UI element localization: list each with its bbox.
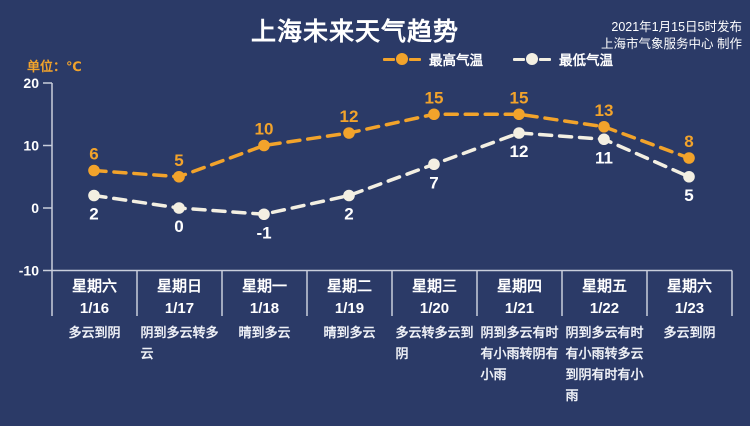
high-temp-marker-icon (383, 52, 421, 66)
high-temp-value-label: 6 (89, 145, 98, 164)
low-temp-point (88, 189, 100, 202)
y-tick-label: 10 (23, 138, 39, 154)
high-temp-point (343, 127, 355, 139)
high-temp-point (258, 139, 270, 152)
high-temp-value-label: 5 (174, 151, 183, 170)
y-tick-label: 20 (23, 75, 39, 91)
day-weather-text: 多云到阴 (663, 325, 716, 340)
publish-author: 上海市气象服务中心 制作 (601, 37, 742, 51)
high-temp-value-label: 13 (595, 101, 614, 120)
day-column-2: 星期日 1/17 阴到多云转多云 (137, 277, 222, 406)
high-temp-value-label: 12 (340, 107, 359, 126)
day-date-label: 1/17 (164, 300, 195, 317)
high-temp-point (428, 108, 440, 121)
y-tick-label: -10 (19, 263, 39, 279)
y-axis-unit-label: 单位：℃ (27, 59, 82, 74)
high-temp-line (92, 112, 691, 179)
high-temp-point (173, 170, 185, 183)
day-column-6: 星期四 1/21 阴到多云有时有小雨转阴有小雨 (477, 277, 562, 406)
y-tick-label: 0 (31, 200, 39, 216)
day-weekday-label: 星期一 (241, 278, 287, 295)
low-temp-point (258, 208, 270, 221)
chart-legend: 最高气温 最低气温 (383, 49, 613, 69)
day-weather-text: 晴到多云 (323, 325, 376, 340)
high-temp-point (683, 152, 695, 164)
day-column-4: 星期二 1/19 晴到多云 (307, 277, 392, 406)
day-column-3: 星期一 1/18 晴到多云 (222, 277, 307, 406)
day-weekday-label: 星期六 (71, 278, 117, 295)
high-temp-value-label: 8 (684, 132, 693, 151)
high-temp-point (513, 108, 525, 121)
day-column-5: 星期三 1/20 多云转多云到阴 (392, 277, 477, 406)
day-date-label: 1/18 (249, 300, 280, 317)
low-temp-line (92, 131, 691, 217)
day-weather-text: 晴到多云 (238, 325, 291, 340)
day-weather-text: 阴到多云转多云 (140, 325, 219, 361)
low-temp-point (598, 133, 610, 146)
low-temp-point (428, 158, 440, 171)
high-temp-value-label: 10 (255, 120, 274, 139)
low-temp-value-label: 12 (510, 142, 529, 161)
day-weather-text: 阴到多云有时有小雨转阴有小雨 (480, 325, 559, 382)
low-temp-value-label: -1 (256, 223, 271, 242)
low-temp-marker-icon (513, 52, 551, 66)
day-column-1: 星期六 1/16 多云到阴 (52, 277, 137, 406)
day-weekday-label: 星期六 (666, 278, 712, 295)
page-title: 上海未来天气趋势 (250, 18, 459, 46)
day-date-label: 1/22 (589, 300, 620, 317)
high-temp-point (598, 120, 610, 133)
day-weekday-label: 星期五 (581, 278, 627, 295)
low-temp-value-label: 11 (595, 148, 613, 167)
low-temp-value-label: 2 (89, 205, 98, 224)
day-weekday-label: 星期二 (326, 278, 372, 295)
low-temp-value-label: 5 (684, 186, 693, 205)
publish-datetime: 2021年1月15日5时发布 (611, 20, 742, 34)
day-column-8: 星期六 1/23 多云到阴 (647, 277, 732, 406)
day-weather-text: 阴到多云有时有小雨转多云到阴有时有小雨 (565, 325, 644, 403)
high-temp-point (88, 164, 100, 177)
legend-item-low: 最低气温 (513, 49, 613, 69)
legend-item-high: 最高气温 (383, 49, 483, 69)
low-temp-point (173, 202, 185, 214)
high-temp-value-label: 15 (425, 88, 444, 107)
day-columns: 星期六 1/16 多云到阴 星期日 1/17 阴到多云转多云 星期一 1/18 … (52, 277, 732, 406)
legend-label-high: 最高气温 (429, 53, 483, 68)
day-date-label: 1/21 (504, 300, 535, 317)
day-column-7: 星期五 1/22 阴到多云有时有小雨转多云到阴有时有小雨 (562, 277, 647, 406)
day-weather-text: 多云到阴 (68, 325, 121, 340)
day-date-label: 1/23 (674, 300, 705, 317)
low-temp-value-label: 2 (344, 205, 353, 224)
high-temp-value-label: 15 (510, 88, 529, 107)
low-temp-point (683, 170, 695, 183)
day-weather-text: 多云转多云到阴 (395, 325, 474, 361)
low-temp-point (513, 127, 525, 139)
day-date-label: 1/19 (334, 300, 365, 317)
low-temp-point (343, 189, 355, 202)
low-temp-value-label: 0 (174, 217, 183, 236)
day-weekday-label: 星期三 (411, 278, 457, 295)
day-date-label: 1/20 (419, 300, 450, 317)
day-date-label: 1/16 (79, 300, 110, 317)
legend-label-low: 最低气温 (559, 53, 613, 68)
publish-info: 2021年1月15日5时发布 上海市气象服务中心 制作 (601, 19, 742, 53)
day-weekday-label: 星期四 (496, 278, 542, 295)
low-temp-value-label: 7 (429, 173, 438, 192)
day-weekday-label: 星期日 (156, 278, 202, 295)
